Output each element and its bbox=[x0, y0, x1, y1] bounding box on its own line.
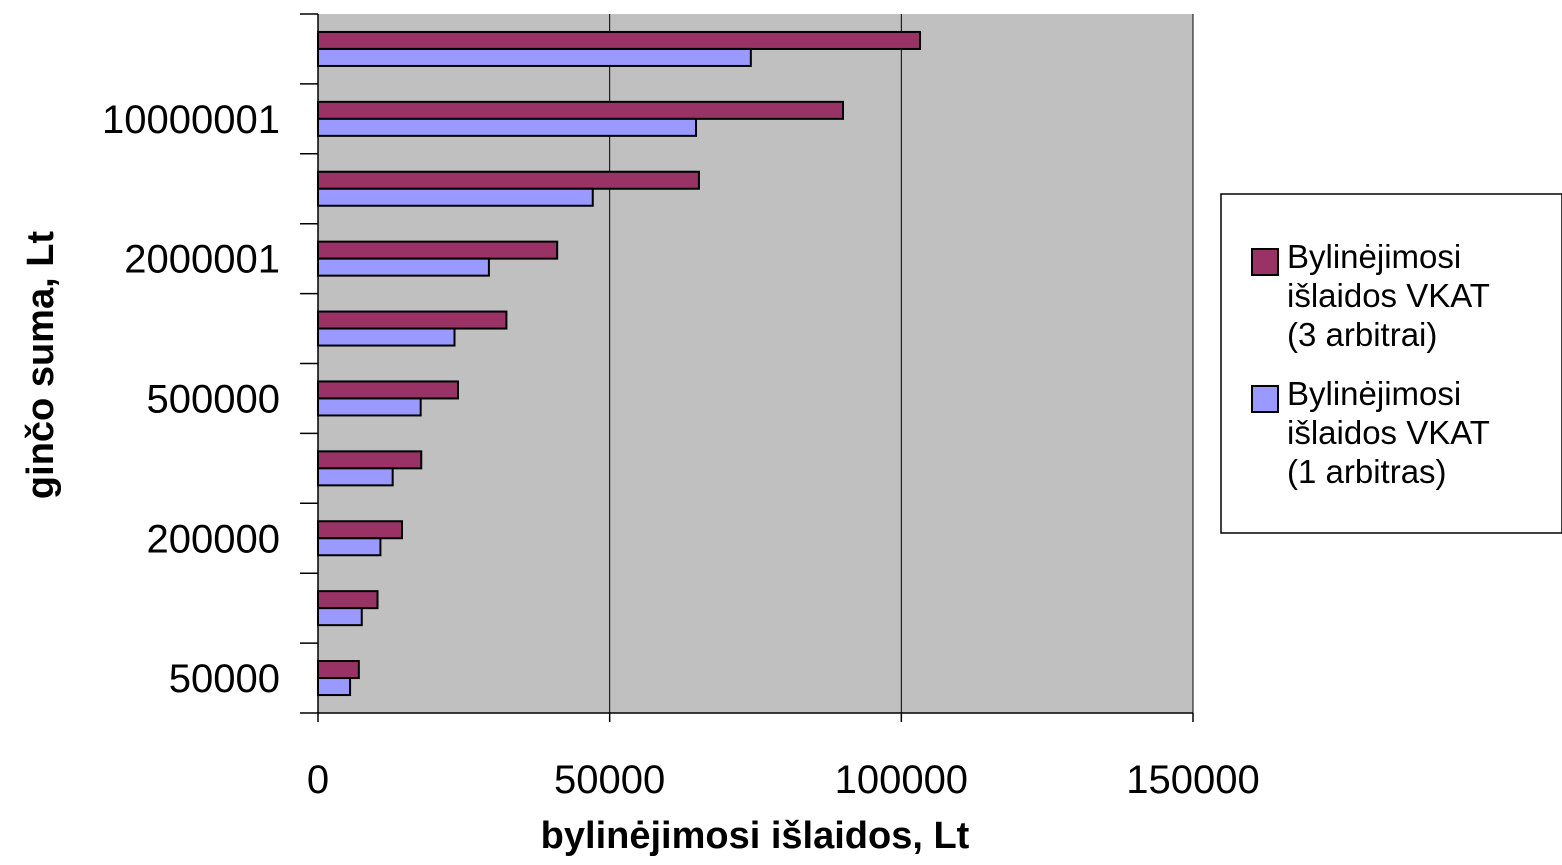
legend-label-1-line-2: išlaidos VKAT bbox=[1287, 414, 1490, 451]
x-tick-label: 100000 bbox=[835, 758, 968, 802]
legend-label-3-line-1: Bylinėjimosi bbox=[1287, 238, 1461, 275]
bar-3-arbitrai bbox=[317, 100, 844, 120]
bar-3-arbitrai bbox=[317, 310, 508, 330]
legend-label-1-line-1: Bylinėjimosi bbox=[1287, 375, 1461, 412]
legend-label-3-line-3: (3 arbitrai) bbox=[1287, 316, 1437, 353]
bar-1-arbitras bbox=[317, 187, 594, 207]
x-tick-label: 0 bbox=[307, 758, 329, 802]
bar-3-arbitrai bbox=[317, 380, 459, 400]
x-ticks bbox=[317, 713, 1194, 722]
bar-1-arbitras bbox=[317, 677, 352, 697]
bar-1-arbitras bbox=[317, 257, 490, 277]
legend: Bylinėjimosi išlaidos VKAT (3 arbitrai) … bbox=[1220, 193, 1562, 534]
x-tick-label: 50000 bbox=[554, 758, 665, 802]
legend-swatch-3-arbitrai bbox=[1251, 248, 1279, 276]
bar-3-arbitrai bbox=[317, 170, 700, 190]
y-axis-title: ginčo suma, Lt bbox=[20, 231, 62, 499]
legend-swatch-1-arbitras bbox=[1251, 385, 1279, 413]
legend-label-3-arbitrai: Bylinėjimosi išlaidos VKAT (3 arbitrai) bbox=[1287, 238, 1499, 353]
x-tick-labels: 0 50000 100000 150000 bbox=[307, 758, 1260, 802]
bar-1-arbitras bbox=[317, 117, 697, 137]
x-axis-title: bylinėjimosi išlaidos, Lt bbox=[541, 815, 970, 857]
bar-1-arbitras bbox=[317, 47, 752, 67]
bar-3-arbitrai bbox=[317, 30, 921, 50]
y-tick-label: 50000 bbox=[169, 657, 280, 701]
y-ticks bbox=[300, 13, 318, 714]
bar-1-arbitras bbox=[317, 397, 422, 417]
legend-label-1-line-3: (1 arbitras) bbox=[1287, 453, 1447, 490]
legend-label-1-arbitras: Bylinėjimosi išlaidos VKAT (1 arbitras) bbox=[1287, 375, 1499, 490]
bar-3-arbitrai bbox=[317, 520, 403, 540]
y-tick-labels: 50000 200000 500000 2000001 10000001 bbox=[102, 98, 280, 701]
bar-3-arbitrai bbox=[317, 590, 379, 610]
bar-3-arbitrai bbox=[317, 240, 559, 260]
y-tick-label: 2000001 bbox=[124, 238, 280, 282]
bar-1-arbitras bbox=[317, 537, 382, 557]
y-tick-label: 10000001 bbox=[102, 98, 280, 142]
x-tick-label: 150000 bbox=[1126, 758, 1259, 802]
bar-3-arbitrai bbox=[317, 660, 360, 680]
bar-1-arbitras bbox=[317, 607, 363, 627]
y-tick-label: 200000 bbox=[147, 517, 280, 561]
y-tick-label: 500000 bbox=[147, 377, 280, 421]
legend-label-3-line-2: išlaidos VKAT bbox=[1287, 277, 1490, 314]
bar-1-arbitras bbox=[317, 467, 394, 487]
bar-3-arbitrai bbox=[317, 450, 423, 470]
bar-1-arbitras bbox=[317, 327, 456, 347]
